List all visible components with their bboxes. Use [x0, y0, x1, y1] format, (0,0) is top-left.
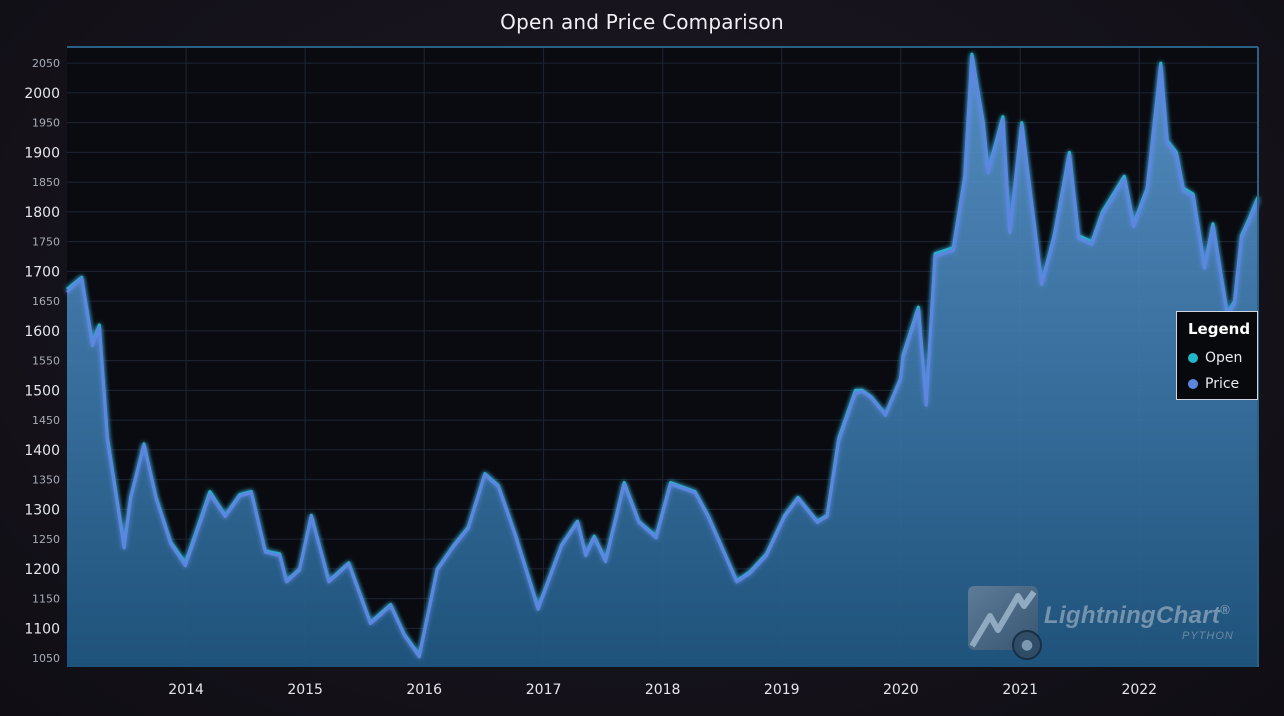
watermark-subtitle: PYTHON: [1182, 630, 1234, 642]
y-tick-label: 1350: [32, 474, 60, 487]
python-icon: ●: [1012, 630, 1042, 660]
y-tick-label: 1950: [32, 117, 60, 130]
lightningchart-watermark: ● LightningChart® PYTHON: [960, 586, 1260, 666]
y-tick-label: 1800: [24, 205, 60, 221]
x-tick-label: 2015: [287, 682, 323, 698]
y-tick-label: 1650: [32, 295, 60, 308]
y-tick-label: 1300: [24, 502, 60, 518]
y-tick-label: 1400: [24, 443, 60, 459]
legend-title: Legend: [1188, 320, 1251, 338]
y-tick-label: 1500: [24, 383, 60, 399]
y-tick-label: 1200: [24, 562, 60, 578]
y-tick-label: 1150: [32, 593, 60, 606]
legend-label-price: Price: [1205, 376, 1240, 392]
y-tick-label: 1600: [24, 324, 60, 340]
watermark-brand: LightningChart®: [1044, 602, 1231, 629]
legend-marker-price: [1188, 379, 1198, 389]
legend: Legend Open Price: [1176, 311, 1258, 400]
legend-item-open[interactable]: Open: [1188, 345, 1249, 371]
y-tick-label: 1850: [32, 176, 60, 189]
x-tick-label: 2019: [764, 682, 800, 698]
y-tick-label: 2000: [24, 86, 60, 102]
tick-labels: 1050 1100 1150 1200 1250 1300 1350 1400 1450 1500…: [24, 57, 1157, 698]
y-tick-label: 1450: [32, 414, 60, 427]
legend-label-open: Open: [1205, 350, 1243, 366]
x-tick-label: 2020: [883, 682, 919, 698]
legend-marker-open: [1188, 353, 1198, 363]
x-tick-label: 2014: [168, 682, 204, 698]
series-line-price: [65, 55, 1260, 659]
x-tick-label: 2016: [406, 682, 442, 698]
y-tick-label: 1050: [32, 652, 60, 665]
series-layer: [65, 52, 1260, 668]
y-tick-label: 1900: [24, 145, 60, 161]
legend-item-price[interactable]: Price: [1188, 371, 1249, 397]
y-tick-label: 1700: [24, 264, 60, 280]
x-tick-label: 2018: [645, 682, 681, 698]
y-tick-label: 1750: [32, 236, 60, 249]
x-tick-label: 2017: [526, 682, 562, 698]
axes: [66, 46, 1259, 668]
y-tick-label: 1250: [32, 533, 60, 546]
y-tick-label: 1100: [24, 621, 60, 637]
chart-title: Open and Price Comparison: [500, 10, 784, 34]
y-tick-label: 1550: [32, 355, 60, 368]
x-tick-label: 2022: [1121, 682, 1157, 698]
x-tick-label: 2021: [1002, 682, 1038, 698]
y-tick-label: 2050: [32, 57, 60, 70]
